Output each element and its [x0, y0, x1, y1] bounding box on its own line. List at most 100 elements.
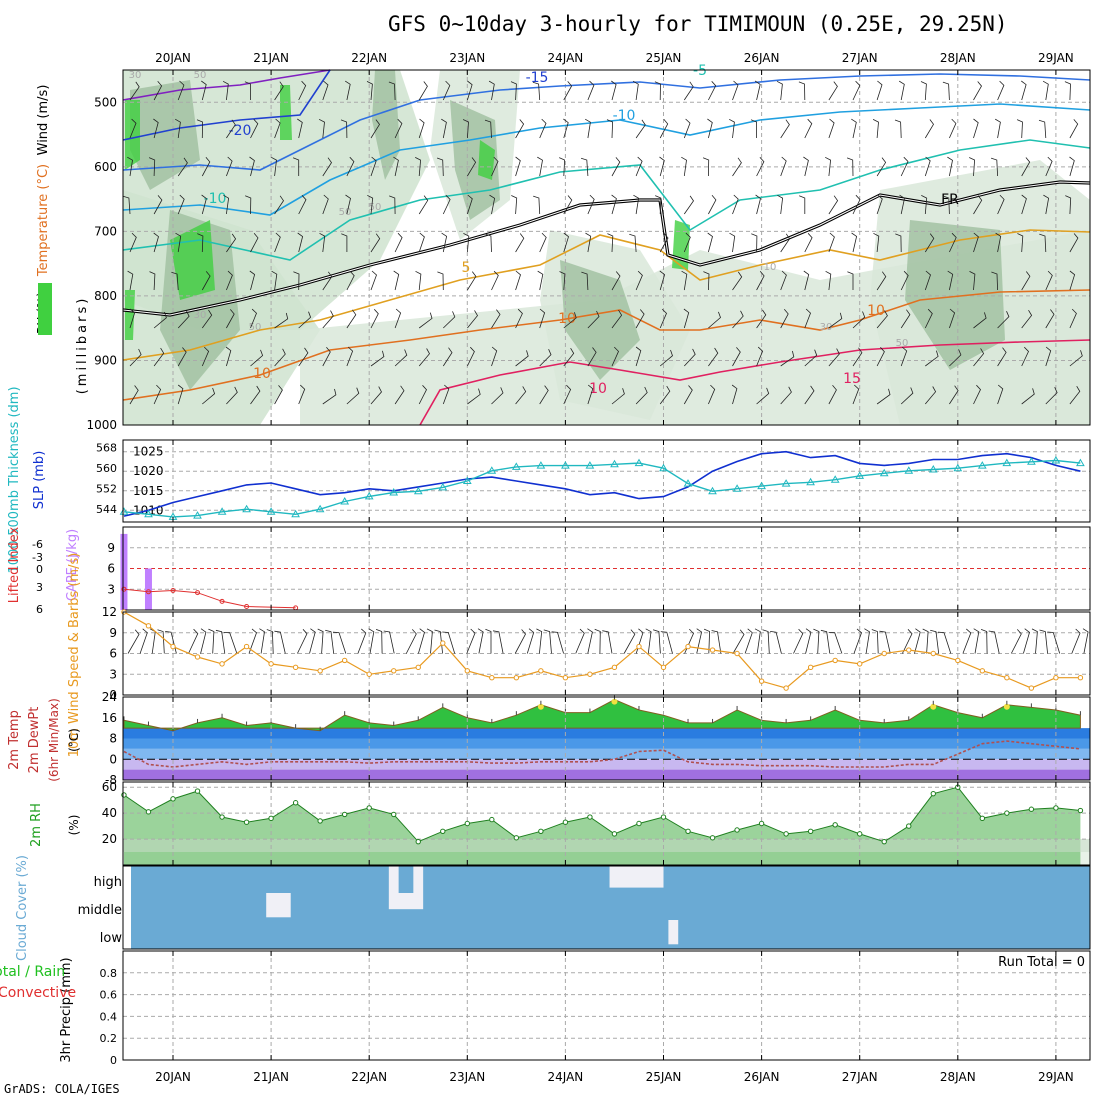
wind-barb: [442, 80, 451, 101]
wind-barb: [442, 194, 451, 215]
surface-wind-barb: [937, 631, 952, 654]
wind-barb: [973, 312, 987, 329]
wind-barb: [949, 308, 956, 329]
thickness-marker: [855, 471, 865, 479]
wind-speed-marker: [341, 657, 348, 664]
wind-barb: [635, 309, 645, 329]
precip-axis-label: 3hr Precip (mm): [59, 957, 74, 1062]
wind-barb: [467, 388, 481, 405]
wind-barb: [659, 385, 671, 405]
surface-wind-barb: [652, 629, 661, 654]
wind-barb: [250, 233, 259, 253]
wind-barb: [751, 233, 758, 253]
rh-marker: [489, 816, 495, 823]
rh-marker: [317, 818, 323, 824]
rh-marker: [121, 792, 127, 798]
wind-barb: [732, 157, 742, 177]
surface-wind-barb: [930, 629, 940, 654]
rh-marker: [391, 811, 397, 818]
slp-axis-label: SLP (mb): [32, 451, 47, 510]
wind-barb: [462, 119, 469, 139]
wind-barb: [997, 80, 1005, 101]
temperature-tick-label: 8: [109, 732, 117, 746]
surface-wind-barb: [914, 628, 921, 654]
wind-barb: [973, 81, 982, 101]
surface-wind-barb: [744, 628, 753, 654]
wind-barb: [415, 270, 422, 291]
wind-speed-marker: [587, 671, 593, 677]
wind-barb: [370, 350, 385, 367]
wind-barb: [895, 233, 902, 253]
wind-barb: [346, 271, 355, 291]
wind-barb: [153, 232, 159, 253]
wind-barb: [846, 157, 854, 177]
surface-wind-barb: [434, 629, 443, 654]
temp-max-highlight: [611, 698, 618, 705]
wind-barb: [799, 195, 806, 214]
wind-barb: [249, 156, 255, 177]
wind-barb: [177, 384, 184, 405]
surface-wind-barb: [200, 628, 207, 654]
rh-marker: [366, 805, 372, 811]
thickness-marker: [830, 475, 840, 483]
wind-barb: [973, 348, 985, 367]
bottom-date-label: 29JAN: [1038, 1070, 1074, 1084]
thickness-marker: [904, 466, 914, 474]
top-date-label: 21JAN: [253, 51, 289, 65]
wind-barb: [563, 118, 569, 139]
thickness-marker: [536, 461, 546, 469]
wind-barb: [876, 194, 883, 215]
rh-marker: [513, 835, 520, 841]
wind-barb: [580, 157, 589, 177]
thickness-marker: [438, 482, 448, 491]
wind-barb: [1043, 194, 1050, 215]
wind-barb: [418, 232, 425, 253]
temperature-contour: [122, 289, 1091, 401]
surface-wind-barb: [879, 630, 891, 654]
surface-wind-barb: [1039, 629, 1048, 654]
wind-barb: [1069, 270, 1076, 291]
wind-barb: [244, 81, 251, 100]
wind-barb: [708, 81, 717, 101]
wind-barb: [539, 118, 547, 139]
temperature-area: [123, 699, 1081, 732]
wind-barb: [249, 270, 256, 291]
wind-barb: [1069, 156, 1075, 177]
surface-wind-barb: [466, 628, 476, 654]
rh-frame: [122, 781, 1091, 866]
wind-barb: [1021, 157, 1031, 177]
surface-wind-barb: [165, 631, 177, 654]
top-date-label: 20JAN: [155, 51, 191, 65]
minmax-axis-label: (6hr Min/Max): [47, 698, 61, 782]
surface-wind-barb: [922, 628, 929, 654]
surface-wind-barb: [1023, 628, 1030, 654]
rh-shading-dark: [905, 220, 1005, 370]
surface-wind-barb: [1031, 628, 1038, 654]
temperature-contour: [122, 229, 1091, 361]
wind-barb: [1038, 119, 1047, 139]
cape-bar: [120, 533, 128, 610]
wind-barb: [515, 119, 525, 139]
thickness-marker: [1076, 458, 1085, 467]
rh-marker: [709, 835, 716, 841]
thickness-marker: [291, 509, 300, 518]
run-total-label: Run Total = 0: [998, 955, 1085, 970]
wind-barb: [515, 233, 525, 253]
rh-area: [124, 787, 1081, 865]
wind-barb: [491, 270, 499, 291]
lifted-index-tick-label: -6: [32, 538, 43, 551]
contour-label: 10: [764, 262, 777, 273]
wind-barb: [539, 308, 546, 329]
thickness-marker: [806, 477, 815, 486]
wind-barb: [485, 233, 492, 253]
wind-barb: [828, 232, 835, 253]
wind-barb: [1045, 270, 1053, 291]
wind-barb: [1045, 309, 1055, 329]
rh-marker: [930, 790, 936, 797]
bottom-date-label: 24JAN: [548, 1070, 584, 1084]
wind-speed-marker: [170, 643, 176, 650]
wind-barb: [367, 194, 374, 215]
wind-barb: [899, 194, 905, 215]
wind-barb: [635, 119, 646, 139]
wind-barb: [852, 347, 863, 367]
